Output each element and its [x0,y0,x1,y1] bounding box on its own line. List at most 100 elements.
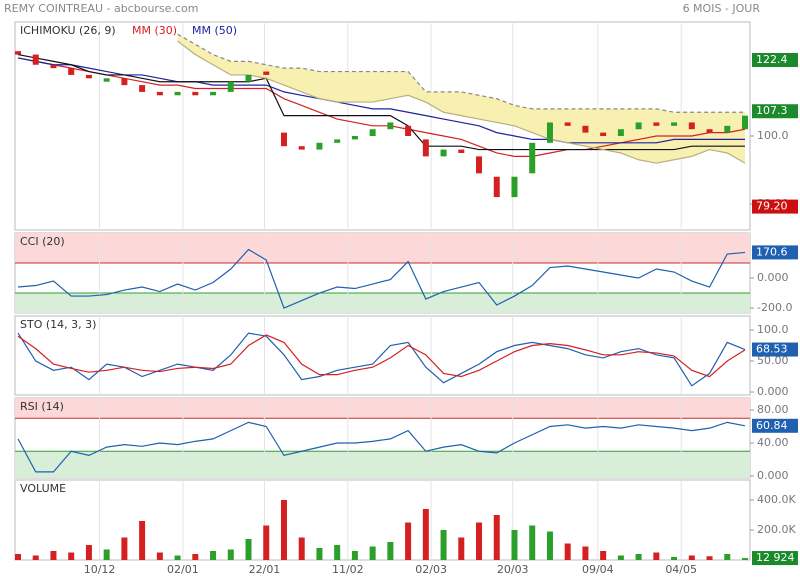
value-box-label: 122.4 [756,53,788,66]
volume-bar [511,530,518,560]
y-tick-label: 100.0 [757,323,789,336]
volume-bar [192,554,199,560]
volume-bar [280,499,287,560]
volume-bar [15,554,21,560]
candle [546,122,553,143]
value-box-label: 107.3 [756,104,788,117]
candle [192,91,199,96]
panel-frame [14,479,751,561]
volume-bar [493,515,500,560]
series-line [177,33,745,113]
volume-bar [245,539,252,560]
volume-bar [369,546,376,560]
candle [440,149,447,157]
candle [263,71,270,75]
candle [564,122,571,126]
series-line [17,53,745,151]
series-line [17,57,745,144]
value-box-bg [752,53,798,68]
volume-bar [103,549,110,560]
lower-band [15,293,750,313]
candle [334,139,341,143]
candle [121,78,128,86]
y-tick-label: 80.00 [757,403,789,416]
series-line [17,332,746,387]
volume-bar [440,530,447,560]
panel-title: VOLUME [20,482,66,495]
volume-bar [422,508,429,560]
lower-band [15,451,750,478]
candle [387,122,394,130]
volume-bar [564,543,571,560]
volume-bar [706,556,713,560]
header-period: 6 MOIS - JOUR [683,2,761,15]
value-box: 122.4 [752,53,798,68]
x-tick-label: 20/03 [497,563,529,576]
candle [245,74,252,82]
volume-bar [334,545,341,560]
candle [50,64,57,69]
candle [742,115,748,130]
y-tick-label: -200.0 [757,301,792,314]
ichimoku-cloud [177,34,745,164]
volume-bar [50,551,57,560]
volume-bar [387,542,394,560]
value-box-bg [752,104,798,119]
y-tick-label: 0.000 [757,271,789,284]
candle [139,85,146,92]
legend-entry: MM (30) [132,24,177,37]
series-line [17,334,746,378]
volume-bar [227,549,234,560]
volume-bar [688,555,695,560]
candle [15,51,21,55]
x-tick-label: 02/03 [415,563,447,576]
volume-bar [529,525,536,560]
candle [156,91,163,96]
series-line [177,40,746,164]
volume-bar [671,557,678,560]
value-box-label: 170.6 [756,245,788,258]
candle [316,142,323,150]
legend-entry: MM (50) [192,24,237,37]
volume-bar [32,555,39,560]
volume-bar [635,554,642,560]
x-tick-label: 04/05 [665,563,697,576]
value-box-label: 60.84 [756,419,788,432]
candle [476,156,483,174]
volume-bar [405,522,412,560]
y-tick-label: 100.0 [757,129,789,142]
volume-bar [139,521,146,560]
candle [68,68,75,75]
upper-band [15,233,750,264]
volume-bar [724,554,731,560]
candle [600,132,607,137]
volume-bar [351,551,358,560]
volume-bar [742,558,748,560]
value-box: 170.6 [752,245,798,260]
legend-entry: ICHIMOKU (26, 9) [20,24,116,37]
volume-bar [617,555,624,560]
value-box-bg [752,342,798,357]
series-line [17,421,746,473]
y-tick-label: 0.000 [757,469,789,482]
value-box: 107.3 [752,104,798,119]
volume-bar [546,531,553,560]
candle [32,54,39,65]
candle [529,142,536,174]
x-tick-label: 22/01 [249,563,281,576]
candle [227,81,234,92]
volume-bar [263,525,270,560]
volume-bar [156,552,163,560]
candle [653,122,660,126]
panel-title: STO (14, 3, 3) [20,318,96,331]
volume-bar [174,555,181,560]
candle [688,122,695,130]
value-box-bg [752,551,798,566]
value-box-label: 68.53 [756,343,788,356]
volume-bar [316,548,323,560]
y-tick-label: 40.00 [757,436,789,449]
candle [493,176,500,198]
y-tick-label: 50.00 [757,354,789,367]
candle [635,122,642,130]
